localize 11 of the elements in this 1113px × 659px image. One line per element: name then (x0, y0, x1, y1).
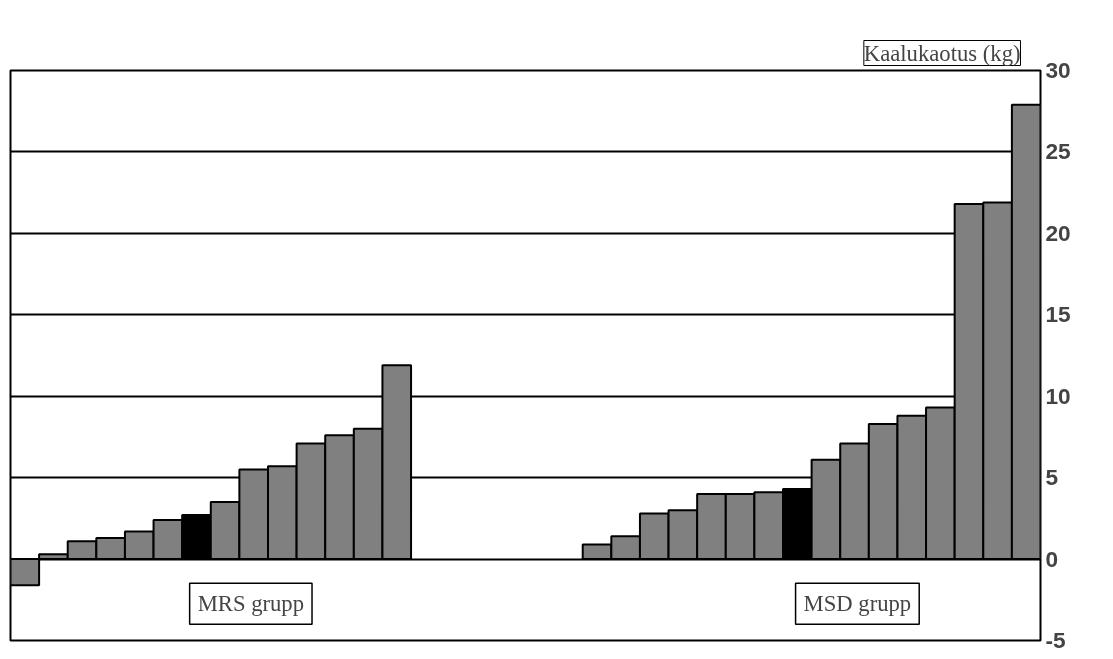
annotation: MSD grupp (803, 591, 912, 617)
y-tick-label: 25 (1045, 138, 1071, 165)
y-tick-label: 5 (1045, 464, 1059, 491)
y-tick-label: -5 (1045, 627, 1066, 653)
y-axis-title: Kaalukaotus (kg) (863, 40, 1021, 66)
y-tick-label: 20 (1045, 219, 1071, 246)
y-tick-label: 10 (1045, 382, 1071, 409)
y-tick-label: 0 (1045, 545, 1059, 572)
y-tick-label: 30 (1045, 57, 1071, 83)
annotation: MRS grupp (197, 591, 305, 617)
y-tick-label: 15 (1045, 301, 1071, 328)
